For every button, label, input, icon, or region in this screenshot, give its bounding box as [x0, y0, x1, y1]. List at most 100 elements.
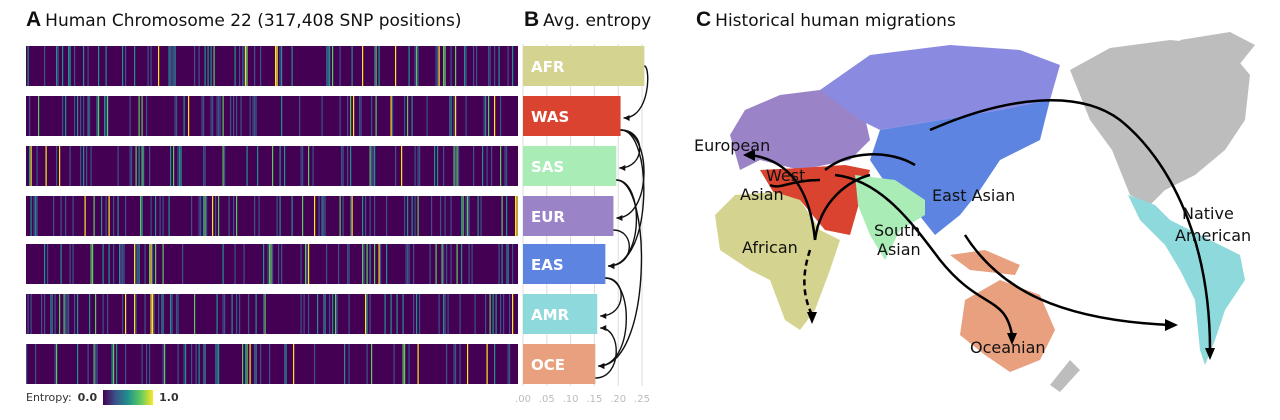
- entropy-stripe: [233, 196, 235, 236]
- entropy-stripe: [213, 46, 215, 86]
- entropy-stripe: [323, 196, 325, 236]
- entropy-stripe: [206, 344, 208, 384]
- entropy-stripe: [243, 244, 245, 284]
- legend-min: 0.0: [77, 391, 98, 404]
- entropy-stripe: [428, 46, 430, 86]
- entropy-stripe: [65, 196, 67, 236]
- entropy-stripe: [360, 344, 362, 384]
- entropy-stripe: [435, 196, 437, 236]
- entropy-bar-chart: .00 .05 .10 .15 .20 .25 AFR WAS SAS EUR EAS AMR OCE: [515, 44, 650, 405]
- entropy-stripe: [149, 244, 151, 284]
- entropy-stripe: [59, 146, 61, 186]
- entropy-stripe: [506, 146, 508, 186]
- entropy-stripe: [173, 46, 175, 86]
- entropy-stripe: [254, 344, 256, 384]
- entropy-stripe: [263, 244, 265, 284]
- entropy-stripe: [41, 294, 43, 334]
- entropy-stripe: [174, 244, 176, 284]
- australia: [960, 280, 1055, 372]
- entropy-stripe: [434, 344, 436, 384]
- entropy-stripe: [320, 46, 322, 86]
- entropy-stripe: [368, 196, 370, 236]
- entropy-stripe: [386, 96, 388, 136]
- entropy-stripe: [221, 96, 223, 136]
- entropy-stripe: [425, 244, 427, 284]
- entropy-stripe: [44, 244, 46, 284]
- entropy-stripe: [362, 196, 364, 236]
- entropy-stripe: [429, 294, 431, 334]
- entropy-stripe: [503, 196, 505, 236]
- entropy-stripe: [345, 294, 347, 334]
- entropy-stripe: [185, 46, 187, 86]
- entropy-stripe: [302, 294, 304, 334]
- entropy-stripe: [171, 46, 173, 86]
- entropy-stripe: [500, 96, 502, 136]
- entropy-stripe: [300, 96, 302, 136]
- entropy-stripe: [183, 96, 185, 136]
- entropy-stripe: [356, 244, 358, 284]
- entropy-stripe: [29, 244, 31, 284]
- entropy-stripe: [285, 344, 287, 384]
- panel-letter: B: [524, 8, 540, 31]
- entropy-stripe: [452, 46, 454, 86]
- entropy-stripe: [324, 46, 326, 86]
- entropy-stripe: [311, 344, 313, 384]
- entropy-stripe: [137, 96, 139, 136]
- entropy-stripe: [461, 244, 463, 284]
- entropy-stripe: [41, 46, 43, 86]
- entropy-stripe: [225, 146, 227, 186]
- entropy-stripe: [344, 196, 346, 236]
- entropy-stripe: [423, 96, 425, 136]
- entropy-stripe: [296, 244, 298, 284]
- entropy-stripe: [224, 244, 226, 284]
- entropy-stripe: [408, 294, 410, 334]
- entropy-stripe: [50, 244, 52, 284]
- entropy-stripe: [491, 344, 493, 384]
- entropy-stripe: [86, 96, 88, 136]
- entropy-stripe: [299, 146, 301, 186]
- entropy-stripe: [342, 294, 344, 334]
- entropy-stripe: [453, 344, 455, 384]
- entropy-stripe: [483, 344, 485, 384]
- entropy-stripe: [251, 146, 253, 186]
- entropy-stripe: [405, 96, 407, 136]
- entropy-stripe: [105, 196, 107, 236]
- entropy-stripe: [477, 196, 479, 236]
- entropy-stripe: [441, 244, 443, 284]
- entropy-stripe: [72, 244, 74, 284]
- entropy-stripe: [252, 294, 254, 334]
- entropy-stripe: [197, 344, 199, 384]
- entropy-stripe: [366, 244, 368, 284]
- migration-arrows: [749, 99, 1212, 351]
- entropy-stripe: [285, 146, 287, 186]
- bar-label-OCE: OCE: [531, 356, 565, 374]
- entropy-stripe: [401, 196, 403, 236]
- entropy-stripe: [506, 46, 508, 86]
- entropy-stripe: [489, 146, 491, 186]
- entropy-stripe: [108, 196, 110, 236]
- entropy-stripe: [219, 96, 221, 136]
- entropy-stripe: [435, 344, 437, 384]
- entropy-stripe: [273, 96, 275, 136]
- entropy-stripe: [264, 96, 266, 136]
- entropy-stripe: [170, 294, 172, 334]
- entropy-stripe: [372, 196, 374, 236]
- entropy-stripe: [240, 96, 242, 136]
- entropy-stripe: [348, 294, 350, 334]
- entropy-stripe: [150, 46, 152, 86]
- entropy-stripe: [108, 146, 110, 186]
- entropy-stripe: [134, 294, 136, 334]
- entropy-stripe: [96, 96, 98, 136]
- entropy-stripe: [467, 344, 469, 384]
- entropy-stripe: [143, 146, 145, 186]
- entropy-stripe: [195, 344, 197, 384]
- entropy-stripe: [489, 46, 491, 86]
- entropy-stripe: [201, 244, 203, 284]
- entropy-stripe: [245, 344, 247, 384]
- entropy-stripe: [104, 46, 106, 86]
- entropy-stripe: [191, 196, 193, 236]
- entropy-stripe: [96, 244, 98, 284]
- entropy-stripe: [290, 46, 292, 86]
- entropy-stripe: [26, 344, 28, 384]
- entropy-stripe: [149, 196, 151, 236]
